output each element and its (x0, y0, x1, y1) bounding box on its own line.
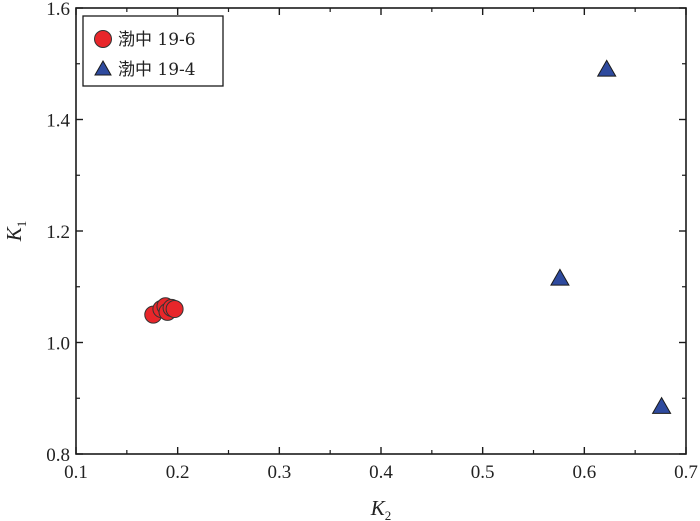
y-tick-label: 0.8 (46, 445, 70, 466)
x-tick-label: 0.7 (674, 462, 698, 483)
y-tick-label: 1.4 (46, 111, 70, 132)
legend-marker-circle (94, 30, 112, 48)
x-tick-label: 0.4 (369, 462, 393, 483)
y-axis-title: K1 (2, 221, 29, 243)
axis-ticks (75, 7, 687, 455)
legend: 渤中 19-6 渤中 19-4 (82, 15, 224, 87)
y-tick-label: 1.2 (46, 222, 70, 243)
x-tick-label: 0.5 (471, 462, 495, 483)
data-point-circle (165, 300, 184, 319)
x-tick-label: 0.2 (166, 462, 190, 483)
x-tick-label: 0.3 (267, 462, 291, 483)
y-tick-label: 1.0 (46, 334, 70, 355)
x-axis-title: K2 (370, 496, 392, 521)
legend-label-bozhong-19-4: 渤中 19-4 (118, 60, 196, 80)
data-point-triangle (651, 396, 672, 414)
legend-label-bozhong-19-6: 渤中 19-6 (118, 30, 196, 50)
data-point-triangle (550, 268, 570, 286)
tick-labels: 0.1 0.2 0.3 0.4 0.5 0.6 0.7 0.8 1.0 1.2 1.4 1.6 (46, 0, 698, 483)
data-point-triangle (596, 59, 617, 77)
x-tick-label: 0.6 (572, 462, 596, 483)
legend-marker-triangle (94, 59, 112, 76)
data-points (144, 59, 672, 414)
y-tick-label: 1.6 (46, 0, 70, 20)
x-tick-label: 0.1 (64, 462, 88, 483)
